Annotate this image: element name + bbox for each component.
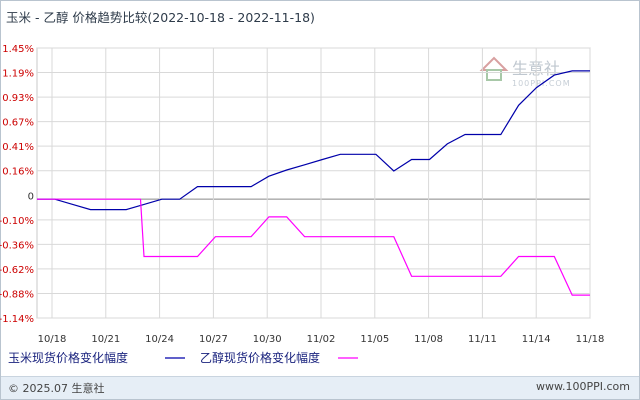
x-tick-label: 11/14 bbox=[522, 334, 551, 345]
y-tick-label: 0.93% bbox=[2, 93, 34, 104]
grid-lines bbox=[36, 47, 591, 319]
copyright-text: © 2025.07 生意社 bbox=[8, 382, 105, 395]
legend-label-1: 玉米现货价格变化幅度 bbox=[8, 350, 128, 365]
series-line-2 bbox=[37, 198, 590, 296]
y-tick-label: -0.10% bbox=[0, 216, 34, 227]
x-tick-label: 11/11 bbox=[468, 334, 497, 345]
y-tick-label: -0.62% bbox=[0, 265, 34, 276]
chart-title: 玉米 - 乙醇 价格趋势比较(2022-10-18 - 2022-11-18) bbox=[6, 10, 315, 25]
x-tick-label: 10/27 bbox=[199, 334, 228, 345]
watermark-roof bbox=[479, 56, 509, 71]
y-tick-label: 0.41% bbox=[2, 142, 34, 153]
x-tick-label: 10/30 bbox=[253, 334, 282, 345]
legend: 玉米现货价格变化幅度 乙醇现货价格变化幅度 bbox=[8, 350, 358, 365]
x-tick-label: 10/18 bbox=[38, 334, 67, 345]
y-tick-label: 1.19% bbox=[2, 69, 34, 80]
site-link[interactable]: www.100PPI.com bbox=[536, 380, 630, 393]
x-tick-label: 10/21 bbox=[91, 334, 120, 345]
watermark-house bbox=[486, 69, 502, 81]
x-tick-label: 11/08 bbox=[414, 334, 443, 345]
x-tick-label: 11/02 bbox=[307, 334, 336, 345]
x-tick-label: 10/24 bbox=[145, 334, 174, 345]
series-line-1 bbox=[37, 70, 590, 211]
x-tick-label: 11/18 bbox=[576, 334, 605, 345]
y-tick-label: 1.45% bbox=[2, 44, 34, 55]
y-tick-label: 0 bbox=[28, 191, 34, 202]
y-tick-label: -0.88% bbox=[0, 289, 34, 300]
y-tick-label: -1.14% bbox=[0, 314, 34, 325]
x-axis-ticks: 10/18 10/21 10/24 10/27 10/30 11/02 11/05 11/08… bbox=[38, 334, 605, 345]
y-axis-ticks: 1.45% 1.19% 0.93% 0.67% 0.41% 0.16% 0 -0.10% -0.… bbox=[0, 44, 34, 325]
plot-border bbox=[36, 47, 591, 319]
y-tick-label: 0.16% bbox=[2, 167, 34, 178]
x-tick-label: 11/05 bbox=[360, 334, 389, 345]
footer-bar bbox=[1, 376, 639, 399]
series-lines bbox=[37, 70, 590, 296]
y-tick-label: 0.67% bbox=[2, 118, 34, 129]
watermark-subtext: 100PPI.COM bbox=[512, 79, 571, 88]
y-tick-label: -0.36% bbox=[0, 240, 34, 251]
legend-label-2: 乙醇现货价格变化幅度 bbox=[200, 350, 320, 365]
